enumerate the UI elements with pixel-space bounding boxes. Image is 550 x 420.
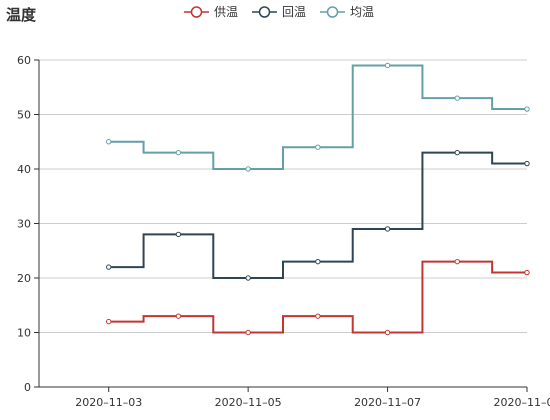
legend-label-supply: 供温	[214, 5, 239, 19]
data-point-2	[384, 62, 391, 69]
data-point-1	[454, 149, 460, 156]
data-point-0	[524, 269, 530, 276]
x-tick-label: 2020–11–05	[215, 396, 282, 409]
x-tick-label: 2020–11–03	[75, 396, 142, 409]
y-tick-label: 0	[24, 381, 31, 394]
chart-title: 温度	[6, 6, 37, 24]
series-line-0	[108, 260, 527, 334]
data-point-0	[384, 329, 391, 336]
legend-item-supply[interactable]: 供温	[184, 3, 238, 20]
y-tick-label: 50	[17, 109, 31, 122]
x-tick-label: 2020–11–07	[354, 396, 421, 409]
data-point-2	[454, 95, 460, 101]
data-point-0	[454, 258, 460, 265]
data-point-2	[315, 144, 321, 150]
x-tick-label: 2020–11–09	[494, 396, 550, 409]
legend-swatch-supply	[184, 5, 209, 18]
data-point-0	[106, 318, 112, 325]
legend-label-average: 均温	[350, 5, 375, 19]
legend-item-return[interactable]: 回温	[252, 3, 306, 20]
y-tick-label: 20	[17, 272, 31, 285]
legend-swatch-average	[320, 5, 346, 18]
y-tick-label: 10	[17, 327, 31, 340]
y-tick-label: 60	[17, 54, 31, 67]
y-tick-label: 40	[17, 163, 31, 176]
data-point-2	[106, 139, 112, 145]
legend: 供温 回温 均温	[184, 3, 374, 20]
data-point-0	[175, 313, 182, 319]
legend-label-return: 回温	[282, 5, 307, 19]
data-point-1	[175, 231, 182, 238]
data-point-2	[175, 149, 182, 156]
data-point-2	[245, 166, 251, 172]
data-point-2	[524, 106, 530, 112]
data-point-1	[106, 264, 112, 270]
legend-swatch-return	[252, 5, 278, 18]
data-point-0	[245, 329, 251, 336]
data-point-1	[384, 226, 391, 232]
legend-item-average[interactable]: 均温	[320, 3, 374, 20]
y-tick-label: 30	[17, 218, 31, 231]
data-point-1	[315, 258, 321, 265]
data-point-1	[245, 275, 251, 281]
data-point-0	[315, 313, 321, 319]
data-point-1	[524, 160, 530, 167]
